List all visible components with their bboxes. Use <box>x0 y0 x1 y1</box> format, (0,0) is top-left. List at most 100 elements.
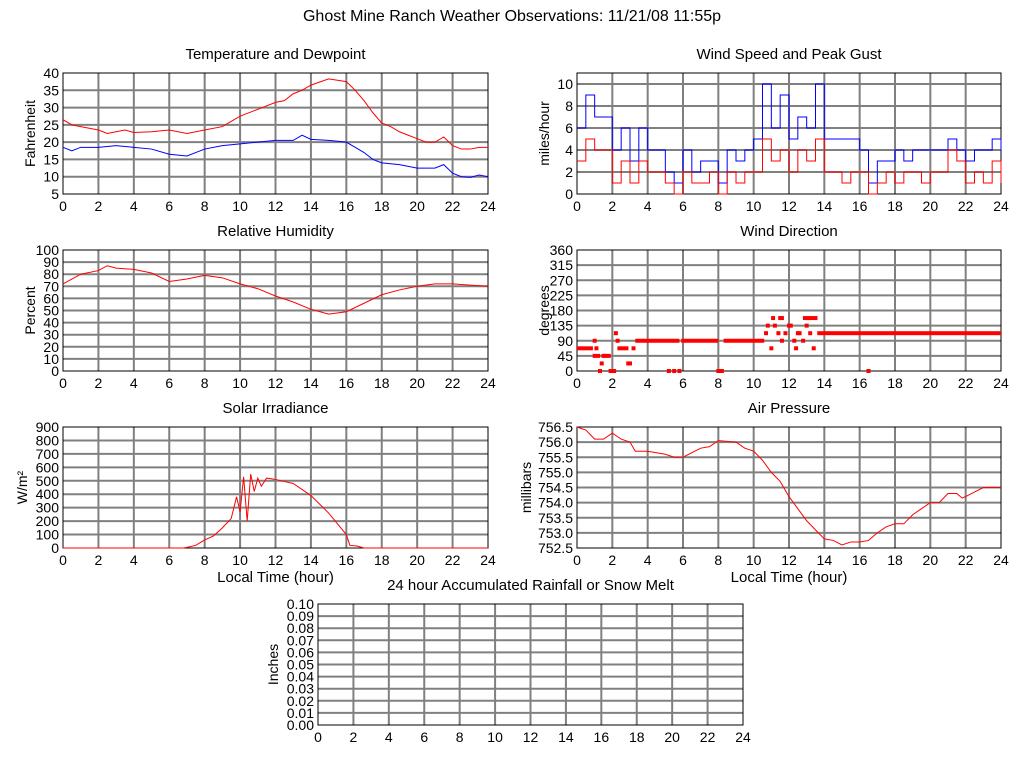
chart-title: Air Pressure <box>748 400 831 417</box>
y-tick-label: 100 <box>36 527 60 543</box>
y-tick-label: 135 <box>550 318 574 334</box>
direction-point <box>771 316 776 321</box>
x-tick-label: 14 <box>817 375 833 391</box>
y-tick-label: 753.0 <box>538 525 573 541</box>
y-tick-label: 4 <box>565 142 573 158</box>
x-tick-label: 6 <box>679 375 687 391</box>
x-tick-label: 4 <box>130 198 138 214</box>
y-tick-label: 2 <box>565 164 573 180</box>
x-axis-label: Local Time (hour) <box>731 569 848 586</box>
y-tick-label: 90 <box>557 333 573 349</box>
plot-frame <box>62 72 489 195</box>
x-tick-label: 22 <box>958 198 974 214</box>
x-tick-label: 18 <box>887 375 903 391</box>
x-tick-label: 2 <box>608 375 616 391</box>
y-tick-label: 30 <box>43 100 59 116</box>
x-tick-label: 22 <box>958 552 974 568</box>
x-tick-label: 4 <box>385 729 393 745</box>
y-tick-label: 300 <box>36 500 60 516</box>
direction-point <box>788 323 793 328</box>
y-tick-label: 10 <box>43 169 59 185</box>
x-tick-label: 6 <box>679 552 687 568</box>
y-tick-label: 0.03 <box>287 681 314 697</box>
y-tick-label: 0.08 <box>287 620 314 636</box>
y-tick-label: 40 <box>43 315 59 331</box>
x-tick-label: 16 <box>339 552 355 568</box>
y-tick-label: 45 <box>557 348 573 364</box>
y-tick-label: 225 <box>550 287 574 303</box>
y-tick-label: 180 <box>550 303 574 319</box>
x-tick-label: 24 <box>480 198 496 214</box>
direction-point <box>792 338 797 343</box>
x-tick-label: 12 <box>268 552 284 568</box>
plot-frame <box>576 72 1002 195</box>
direction-point <box>592 338 597 343</box>
x-tick-label: 2 <box>608 552 616 568</box>
x-tick-label: 10 <box>746 375 762 391</box>
y-tick-label: 10 <box>557 76 573 92</box>
x-tick-label: 20 <box>409 198 425 214</box>
x-tick-label: 12 <box>781 552 797 568</box>
y-tick-label: 0 <box>565 186 573 202</box>
x-tick-label: 4 <box>644 552 652 568</box>
x-tick-label: 22 <box>445 552 461 568</box>
x-tick-label: 12 <box>523 729 539 745</box>
direction-point <box>804 323 809 328</box>
y-axis-label: degrees <box>536 285 552 336</box>
direction-segment <box>577 346 593 351</box>
x-tick-label: 24 <box>993 375 1009 391</box>
y-tick-label: 200 <box>36 513 60 529</box>
chart-title: Wind Speed and Peak Gust <box>696 46 882 63</box>
x-tick-label: 2 <box>95 552 103 568</box>
plot-frame <box>576 249 1002 372</box>
direction-point <box>802 316 807 321</box>
x-tick-label: 6 <box>420 729 428 745</box>
y-tick-label: 756.5 <box>538 419 573 435</box>
x-tick-label: 12 <box>781 375 797 391</box>
direction-point <box>603 353 608 358</box>
direction-point <box>783 331 788 336</box>
direction-point <box>813 316 818 321</box>
x-tick-label: 20 <box>409 552 425 568</box>
y-tick-label: 500 <box>36 473 60 489</box>
x-axis-label: Local Time (hour) <box>217 569 334 586</box>
direction-point <box>772 323 777 328</box>
x-tick-label: 10 <box>746 198 762 214</box>
x-tick-label: 16 <box>594 729 610 745</box>
y-tick-label: 20 <box>43 134 59 150</box>
direction-point <box>776 331 781 336</box>
chart-title: Wind Direction <box>740 223 838 240</box>
x-tick-label: 22 <box>700 729 716 745</box>
x-tick-label: 18 <box>629 729 645 745</box>
x-tick-label: 10 <box>746 552 762 568</box>
y-tick-label: 755.0 <box>538 464 573 480</box>
x-tick-label: 4 <box>644 198 652 214</box>
direction-point <box>719 369 724 373</box>
y-tick-label: 755.5 <box>538 449 573 465</box>
x-tick-label: 6 <box>679 198 687 214</box>
direction-point <box>597 369 602 373</box>
y-axis-label: miles/hour <box>536 101 552 166</box>
y-tick-label: 800 <box>36 432 60 448</box>
x-tick-label: 16 <box>852 552 868 568</box>
direction-point <box>801 338 806 343</box>
y-tick-label: 0.05 <box>287 657 314 673</box>
y-tick-label: 0.02 <box>287 693 314 709</box>
y-tick-label: 25 <box>43 117 59 133</box>
x-tick-label: 0 <box>314 729 322 745</box>
x-tick-label: 20 <box>923 552 939 568</box>
y-tick-label: 8 <box>565 98 573 114</box>
direction-point <box>811 346 816 351</box>
y-tick-label: 0.00 <box>287 717 314 733</box>
x-tick-label: 2 <box>350 729 358 745</box>
direction-point <box>615 338 620 343</box>
x-tick-label: 0 <box>573 375 581 391</box>
direction-point <box>808 331 813 336</box>
x-tick-label: 18 <box>887 198 903 214</box>
direction-point <box>794 346 799 351</box>
y-axis-label: millibars <box>518 462 534 513</box>
